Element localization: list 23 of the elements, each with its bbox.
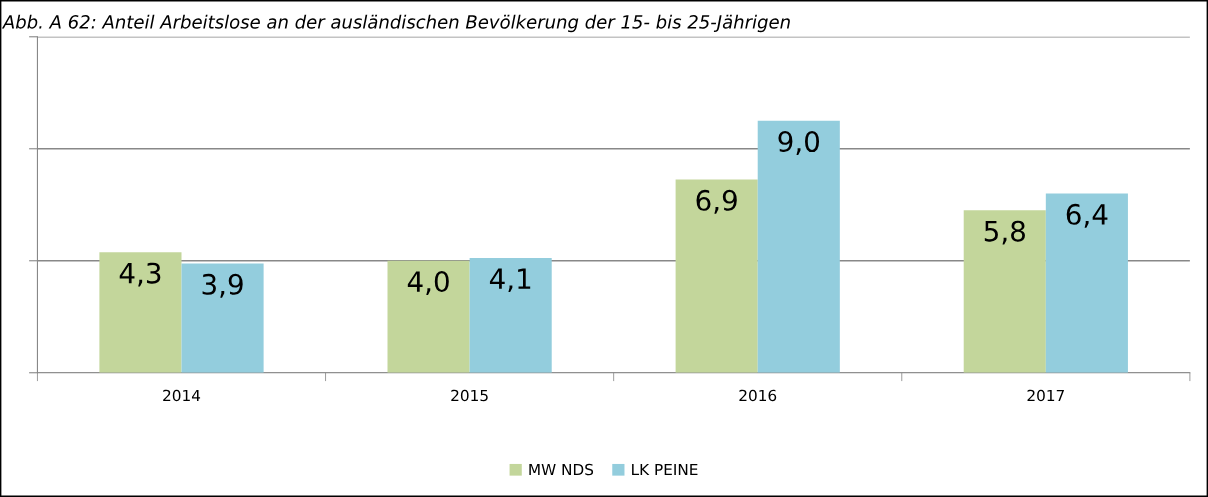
x-tick-label: 2017 [1027, 389, 1064, 402]
data-label: 4,3 [119, 262, 161, 287]
data-label: 6,9 [696, 189, 737, 214]
bar [387, 260, 470, 373]
data-label: 9,0 [778, 131, 820, 155]
bar [99, 252, 182, 373]
data-label: 5,8 [984, 220, 1025, 245]
x-tick-label: 2016 [739, 389, 777, 402]
x-tick-label: 2015 [451, 389, 488, 402]
x-tick-label: 2014 [163, 389, 201, 402]
data-label: 6,4 [1066, 203, 1108, 228]
legend-label: LK PEINE [632, 463, 698, 476]
data-label: 4,0 [407, 271, 449, 295]
bar [757, 120, 840, 373]
bar [181, 263, 264, 373]
legend-label: MW NDS [529, 463, 594, 476]
data-label: 3,9 [202, 273, 243, 298]
bar [469, 257, 552, 373]
bar [675, 179, 758, 373]
bar [1045, 193, 1128, 373]
chart-title: Abb. A 62: Anteil Arbeitslose an der ausländischen Bevölkerung der 15- bis 25-Jährigen [1, 14, 790, 33]
bar [963, 210, 1046, 373]
data-label: 4,1 [489, 268, 531, 293]
